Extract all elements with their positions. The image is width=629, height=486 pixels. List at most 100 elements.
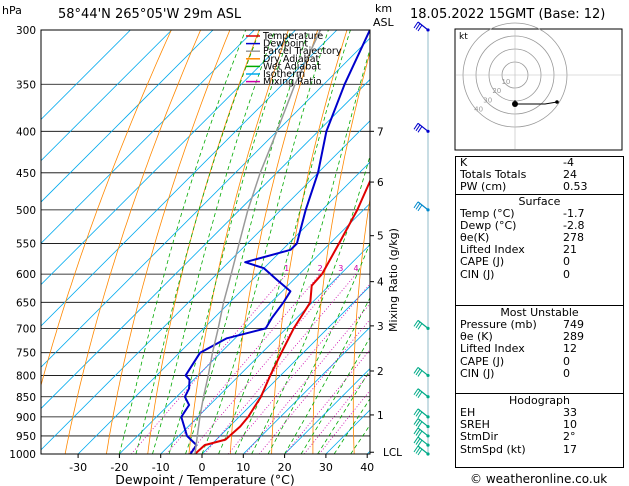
hodograph-label: StmSpd (kt) [460, 442, 526, 456]
wind-barb-point [426, 434, 430, 438]
mixing-ratio-label: 3 [338, 264, 343, 273]
hodograph-row: StmDir 2° [456, 431, 623, 443]
wind-barb-point [426, 424, 430, 429]
dry-adiabat-line [147, 30, 260, 454]
x-tick-label: 40 [360, 461, 374, 474]
hodograph-row: EH 33 [456, 406, 623, 419]
series-parcel-trajectory [194, 30, 322, 454]
mixing-ratio-line [284, 349, 370, 454]
hodograph-label: StmDir [460, 430, 499, 444]
hodograph-ring-label: 40 [474, 105, 483, 113]
isotherm-line [41, 30, 255, 244]
most-unstable-value: 12 [563, 342, 577, 356]
hodograph-label: SREH [460, 418, 490, 432]
dry-adiabat-line [312, 50, 370, 454]
dry-adiabat-line [229, 30, 319, 454]
km-tick-label: 3 [377, 321, 384, 333]
surface-rows: Temp (°C) -1.7 Dewp (°C) -2.8 θe(K) 278 Lifted… [456, 206, 623, 281]
km-label: km [375, 2, 393, 15]
hodograph-ring-label: 30 [483, 96, 492, 104]
surface-row: CAPE (J) 0 [456, 256, 623, 268]
index-value: 0.53 [563, 180, 588, 194]
plot-frame [40, 29, 371, 455]
wet-adiabat-line [152, 30, 276, 454]
dry-adiabat-line [106, 30, 231, 454]
hodograph-panel: Hodograph EH 33 SREH 10 StmDir 2° StmSpd (kt) 1… [455, 393, 624, 468]
plot-series [180, 30, 370, 454]
x-tick-label: 10 [236, 461, 250, 474]
surface-title: Surface [518, 194, 561, 208]
dry-adiabat-line [188, 30, 289, 454]
surface-row: Temp (°C) -1.7 [456, 206, 623, 220]
wind-barb-flag [415, 124, 421, 132]
surface-row: Dewp (°C) -2.8 [456, 218, 623, 232]
wind-barb-flag [417, 370, 423, 377]
hodograph-ring-label: 20 [492, 87, 501, 95]
wind-barb-flag [413, 436, 419, 444]
mixing-ratio-line [245, 302, 370, 454]
most-unstable-label: Lifted Index [460, 342, 525, 356]
pressure-tick-label: 400 [16, 126, 36, 138]
wind-barb-flag [417, 411, 423, 419]
mixing-ratio-label: 10 [403, 264, 413, 273]
wind-barb-flag [417, 204, 423, 212]
km-tick-label: LCL [383, 447, 402, 459]
pressure-tick-label: 800 [16, 370, 36, 382]
most-unstable-label: θe (K) [460, 330, 493, 344]
hodograph-frame [454, 28, 623, 151]
wind-barb-flag [415, 438, 421, 445]
km-tick-label: 6 [377, 177, 384, 189]
wind-barb-flag [415, 410, 421, 417]
asl-label: ASL [373, 16, 394, 29]
most-unstable-panel: Most Unstable Pressure (mb) 749 θe (K) 289 L… [455, 305, 624, 394]
wind-barb-flag [413, 445, 419, 453]
hodograph-rows: EH 33 SREH 10 StmDir 2° StmSpd (kt) 17 [456, 406, 623, 456]
most-unstable-label: CAPE (J) [460, 354, 505, 368]
wet-adiabat-line [267, 242, 370, 454]
dry-adiabat-line [352, 196, 370, 454]
wind-barb-flag [413, 427, 419, 435]
location-title: 58°44'N 265°05'W 29m ASL [58, 7, 242, 22]
wind-barb-flag [415, 203, 421, 210]
x-tick-label: 20 [278, 461, 292, 474]
index-label: PW (cm) [460, 180, 507, 194]
index-row: K -4 [456, 156, 623, 169]
wind-barb-flag [413, 123, 419, 130]
legend-label: Wet Adiabat [263, 61, 321, 72]
datetime-title: 18.05.2022 15GMT (Base: 12) [410, 7, 606, 22]
hodograph-label: EH [460, 406, 476, 419]
legend-label: Parcel Trajectory [263, 46, 342, 57]
hodograph-ring-label: 10 [501, 78, 510, 86]
pressure-tick-label: 850 [16, 392, 36, 404]
wind-barb-flag [417, 421, 423, 428]
mixing-ratio-axis-label: Mixing Ratio (g/kg) [387, 228, 400, 332]
surface-value: -2.8 [563, 218, 585, 232]
pressure-tick-label: 300 [16, 25, 36, 37]
pressure-tick-label: 700 [16, 323, 36, 335]
x-axis-label: Dewpoint / Temperature (°C) [115, 472, 294, 486]
surface-row: CIN (J) 0 [456, 267, 623, 281]
surface-value: 0 [563, 267, 570, 281]
isotherm-line [41, 78, 370, 410]
wind-barb-point [426, 326, 430, 330]
hodograph-title: Hodograph [509, 394, 570, 407]
km-tick-label: 5 [377, 231, 384, 243]
km-tick-label: 4 [377, 277, 384, 289]
x-tick-label: -10 [152, 461, 170, 474]
surface-value: -1.7 [563, 206, 585, 220]
wind-barb-flag [413, 320, 419, 327]
indices-panel: K -4 Totals Totals 24 PW (cm) 0.53 Surface Te… [455, 156, 624, 306]
wind-barb-flag [417, 391, 423, 399]
wind-barb-flag [413, 201, 419, 209]
index-value: 24 [563, 168, 577, 182]
hodograph-trace [515, 101, 558, 105]
mixing-ratio-line [188, 273, 342, 454]
km-tick-label: 2 [377, 366, 384, 378]
hodograph-row: SREH 10 [456, 418, 623, 432]
most-unstable-value: 289 [563, 330, 584, 344]
pressure-tick-label: 750 [16, 348, 36, 360]
mixing-ratio-label: 20 [445, 264, 455, 273]
wind-barb-flag [415, 368, 421, 376]
pressure-tick-label: 600 [16, 269, 36, 281]
